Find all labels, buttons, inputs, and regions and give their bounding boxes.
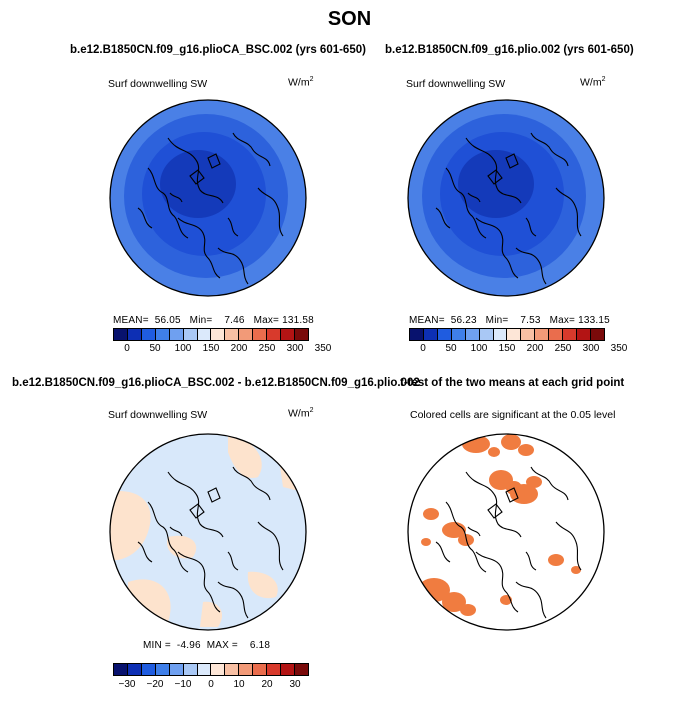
coastline [435,132,582,285]
colorbar-cell [493,329,508,340]
polar-map-bottom-right [407,433,605,631]
colorbar-cell [451,329,466,340]
colorbar-tick-label: 50 [445,343,457,354]
colorbar-cell [507,329,522,340]
colorbar-cell [253,664,268,675]
colorbar-tick-label: 20 [261,679,273,690]
stats-top-right: MEAN= 56.23 Min= 7.53 Max= 133.15 [409,315,610,326]
colorbar-cell [211,664,226,675]
colorbar-cell [437,329,452,340]
colorbar-cell [281,329,295,340]
colorbar-cell [479,329,494,340]
colorbar-cell [197,329,212,340]
colorbar-cell [183,664,198,675]
colorbar-tick-label: 350 [314,343,332,354]
colorbar-cell [535,329,550,340]
colorbar-tick-label: 300 [582,343,600,354]
colorbar-cell [211,329,226,340]
colorbar-top-right [409,328,605,341]
variable-label-top-left: Surf downwelling SW [108,78,208,90]
colorbar-tick-label: 250 [554,343,572,354]
colorbar-cell [590,329,604,340]
colorbar-cell [577,329,591,340]
colorbar-bottom-left [113,663,309,676]
colorbar-cell [294,329,308,340]
stats-top-left: MEAN= 56.05 Min= 7.46 Max= 131.58 [113,315,314,326]
colorbar-cell [465,329,480,340]
polar-map-bottom-left [109,433,307,631]
colorbar-ticks-bottom-left: −30 −20 −10 0 10 20 30 [113,679,309,691]
colorbar-cell [183,329,198,340]
colorbar-cell [155,664,170,675]
colorbar-cell [281,664,295,675]
stats-bottom-left: MIN = -4.96 MAX = 6.18 [143,640,271,651]
colorbar-cell [294,664,308,675]
colorbar-cell [155,329,170,340]
colorbar-cell [225,329,240,340]
colorbar-cell [267,329,282,340]
colorbar-cell [141,664,156,675]
colorbar-cell [410,329,424,340]
colorbar-tick-label: 100 [174,343,192,354]
panel-title-bottom-left: b.e12.B1850CN.f09_g16.plioCA_BSC.002 - b… [12,377,420,389]
colorbar-tick-label: 0 [124,343,130,354]
colorbar-cell [253,329,268,340]
units-label-top-right: W/m2 [580,76,606,89]
colorbar-cell [114,329,128,340]
colorbar-tick-label: 350 [610,343,628,354]
colorbar-tick-label: 0 [420,343,426,354]
colorbar-cell [521,329,536,340]
colorbar-cell [127,329,142,340]
coastline [435,466,582,619]
colorbar-tick-label: 150 [498,343,516,354]
colorbar-cell [225,664,240,675]
polar-map-top-left [109,99,307,297]
colorbar-tick-label: −20 [146,679,164,690]
coastline [137,132,284,285]
colorbar-cell [127,664,142,675]
units-label-bottom-left: W/m2 [288,407,314,420]
polar-map-top-right [407,99,605,297]
figure-title: SON [327,8,372,30]
colorbar-top-left [113,328,309,341]
colorbar-ticks-top-right: 0 50 100 150 200 250 300 350 [409,343,627,355]
panel-title-top-left: b.e12.B1850CN.f09_g16.plioCA_BSC.002 (yr… [70,44,366,56]
colorbar-cell [423,329,438,340]
panel-title-top-right: b.e12.B1850CN.f09_g16.plio.002 (yrs 601-… [385,44,634,56]
panel-title-bottom-right: t-test of the two means at each grid poi… [400,377,625,389]
colorbar-cell [549,329,564,340]
colorbar-tick-label: 250 [258,343,276,354]
coastline [137,466,284,619]
colorbar-cell [267,664,282,675]
colorbar-tick-label: −30 [118,679,136,690]
colorbar-cell [239,664,254,675]
colorbar-tick-label: −10 [174,679,192,690]
colorbar-cell [169,664,184,675]
colorbar-tick-label: 0 [208,679,214,690]
colorbar-cell [141,329,156,340]
variable-label-top-right: Surf downwelling SW [406,78,506,90]
colorbar-tick-label: 300 [286,343,304,354]
colorbar-cell [563,329,578,340]
variable-label-bottom-left: Surf downwelling SW [108,409,208,421]
colorbar-cell [197,664,212,675]
colorbar-tick-label: 200 [526,343,544,354]
colorbar-tick-label: 50 [149,343,161,354]
colorbar-tick-label: 30 [289,679,301,690]
significance-note: Colored cells are significant at the 0.0… [410,409,616,421]
colorbar-cell [239,329,254,340]
colorbar-ticks-top-left: 0 50 100 150 200 250 300 350 [113,343,331,355]
units-label-top-left: W/m2 [288,76,314,89]
colorbar-tick-label: 10 [233,679,245,690]
colorbar-tick-label: 150 [202,343,220,354]
colorbar-tick-label: 200 [230,343,248,354]
colorbar-cell [114,664,128,675]
colorbar-tick-label: 100 [470,343,488,354]
colorbar-cell [169,329,184,340]
